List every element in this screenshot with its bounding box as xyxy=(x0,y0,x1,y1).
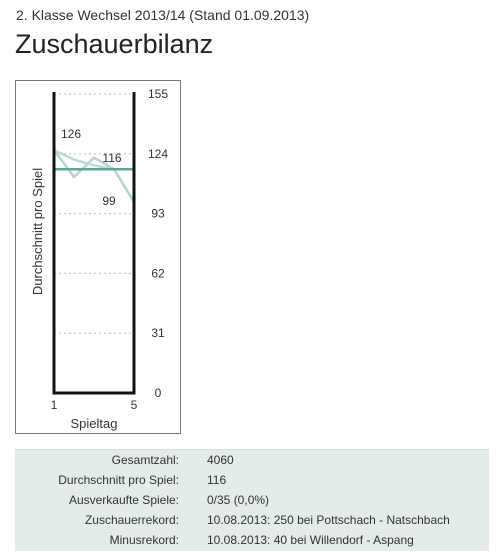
y-tick-label: 31 xyxy=(151,326,165,340)
series-point xyxy=(72,175,76,179)
stat-row-record: Zuschauerrekord: 10.08.2013: 250 bei Pot… xyxy=(15,510,489,530)
chart-svg: 155 124 93 62 31 0 126 116 99 1 5 Spieltag Durchschn… xyxy=(30,87,168,431)
series-point xyxy=(92,156,96,159)
stat-label: Durchschnitt pro Spiel: xyxy=(58,473,179,487)
stat-row-min-record: Minusrekord: 10.08.2013: 40 bei Willendo… xyxy=(15,530,489,550)
stat-label: Gesamtzahl: xyxy=(111,453,179,467)
x-axis-title: Spieltag xyxy=(71,416,118,431)
stat-value: 116 xyxy=(207,473,227,487)
stat-label: Ausverkaufte Spiele: xyxy=(68,493,179,507)
x-tick-label: 1 xyxy=(51,398,58,412)
y-tick-label: 0 xyxy=(155,386,162,400)
page-subtitle: 2. Klasse Wechsel 2013/14 (Stand 01.09.2… xyxy=(16,7,310,23)
stat-row-sold-out: Ausverkaufte Spiele: 0/35 (0,0%) xyxy=(15,490,489,510)
stat-value: 0/35 (0,0%) xyxy=(207,493,270,507)
series-point xyxy=(72,158,76,161)
x-tick-label: 5 xyxy=(131,398,138,412)
data-label: 126 xyxy=(61,127,81,141)
stats-table: Gesamtzahl: 4060 Durchschnitt pro Spiel:… xyxy=(15,449,489,551)
stat-label: Zuschauerrekord: xyxy=(84,513,179,527)
stat-value: 4060 xyxy=(207,453,234,467)
y-tick-label: 93 xyxy=(151,207,165,221)
y-tick-label: 155 xyxy=(148,87,168,101)
stat-row-average: Durchschnitt pro Spiel: 116 xyxy=(15,470,489,490)
stat-row-total: Gesamtzahl: 4060 xyxy=(15,450,489,470)
data-label: 99 xyxy=(102,194,116,208)
y-axis-title: Durchschnitt pro Spiel xyxy=(30,168,45,295)
data-label: 116 xyxy=(102,151,121,165)
attendance-chart: 155 124 93 62 31 0 126 116 99 1 5 Spieltag Durchschn… xyxy=(15,80,181,434)
series-point xyxy=(92,164,96,167)
y-tick-label: 62 xyxy=(151,266,165,280)
stat-label: Minusrekord: xyxy=(109,533,179,547)
stat-value: 10.08.2013: 40 bei Willendorf - Aspang xyxy=(207,533,414,547)
page-title: Zuschauerbilanz xyxy=(15,29,214,59)
y-tick-label: 124 xyxy=(148,147,168,161)
stat-value: 10.08.2013: 250 bei Pottschach - Natschb… xyxy=(207,513,450,527)
